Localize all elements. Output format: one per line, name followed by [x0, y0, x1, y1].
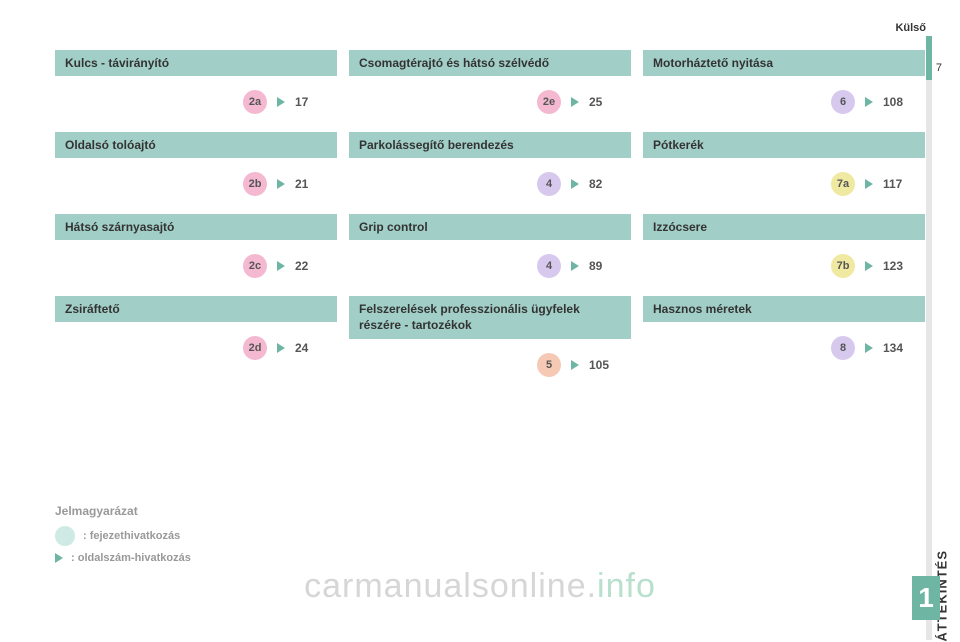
watermark-part1: carmanualsonline. [304, 567, 597, 605]
legend: Jelmagyarázat : fejezethivatkozás : olda… [55, 504, 191, 570]
chapter-badge: 6 [831, 90, 855, 114]
toc-card: Izzócsere 7b 123 [643, 214, 925, 278]
toc-card: Hasznos méretek 8 134 [643, 296, 925, 360]
arrow-icon [571, 360, 579, 370]
column: Motorháztető nyitása 6 108 Pótkerék 7a 117 Izz… [643, 50, 925, 395]
arrow-icon [865, 261, 873, 271]
toc-card: Hátsó szárnyasajtó 2c 22 [55, 214, 337, 278]
card-title: Csomagtérajtó és hátsó szélvédő [349, 50, 631, 76]
card-title: Oldalsó tolóajtó [55, 132, 337, 158]
chapter-number: 1 [912, 576, 940, 620]
arrow-icon [571, 179, 579, 189]
page-ref: 117 [883, 177, 911, 191]
chapter-badge: 7b [831, 254, 855, 278]
toc-card: Grip control 4 89 [349, 214, 631, 278]
page-ref: 123 [883, 259, 911, 273]
toc-card: Pótkerék 7a 117 [643, 132, 925, 196]
chapter-badge: 4 [537, 172, 561, 196]
arrow-icon [865, 179, 873, 189]
chapter-badge: 8 [831, 336, 855, 360]
arrow-icon [277, 343, 285, 353]
card-link-row: 7b 123 [643, 240, 925, 278]
column: Kulcs - távirányító2a17Oldalsó tolóajtó2… [55, 50, 337, 395]
card-title: Parkolássegítő berendezés [349, 132, 631, 158]
card-title: Izzócsere [643, 214, 925, 240]
chapter-badge: 2d [243, 336, 267, 360]
chapter-badge: 2c [243, 254, 267, 278]
arrow-icon [865, 343, 873, 353]
chapter-badge: 4 [537, 254, 561, 278]
legend-chapter-text: : fejezethivatkozás [83, 530, 180, 542]
card-link-row: 2c 22 [55, 240, 337, 278]
card-title: Hasznos méretek [643, 296, 925, 322]
chapter-badge: 2a [243, 90, 267, 114]
card-title: Kulcs - távirányító [55, 50, 337, 76]
page-ref: 105 [589, 358, 617, 372]
column: Csomagtérajtó és hátsó szélvédő 2e 25 Parko… [349, 50, 631, 395]
arrow-icon [277, 97, 285, 107]
legend-arrow-icon [55, 553, 63, 563]
toc-card: Oldalsó tolóajtó 2b 21 [55, 132, 337, 196]
card-link-row: 2d 24 [55, 322, 337, 360]
watermark: carmanualsonline.info [304, 567, 656, 606]
content-area: Kulcs - távirányító2a17Oldalsó tolóajtó2… [55, 50, 925, 395]
page-ref: 108 [883, 95, 911, 109]
toc-card: Zsiráftető 2d 24 [55, 296, 337, 360]
watermark-part2: info [597, 567, 656, 605]
page-ref: 82 [589, 177, 617, 191]
card-link-row: 7a 117 [643, 158, 925, 196]
card-link-row: 2b 21 [55, 158, 337, 196]
card-link-row: 8 134 [643, 322, 925, 360]
card-title: Motorháztető nyitása [643, 50, 925, 76]
page-ref: 24 [295, 341, 323, 355]
card-link-row: 4 89 [349, 240, 631, 278]
arrow-icon [571, 261, 579, 271]
card-link-row: 4 82 [349, 158, 631, 196]
page-ref: 25 [589, 95, 617, 109]
legend-title: Jelmagyarázat [55, 504, 191, 518]
card-title: Zsiráftető [55, 296, 337, 322]
card-link-row: 6 108 [643, 76, 925, 114]
chapter-badge: 2e [537, 90, 561, 114]
arrow-icon [571, 97, 579, 107]
page-ref: 21 [295, 177, 323, 191]
toc-card: Kulcs - távirányító 2a 17 [55, 50, 337, 114]
chapter-badge: 7a [831, 172, 855, 196]
card-link-row: 2a 17 [55, 76, 337, 114]
card-title: Hátsó szárnyasajtó [55, 214, 337, 240]
sidebar-strip [926, 80, 932, 640]
page-number: 7 [936, 62, 942, 74]
toc-card: Parkolássegítő berendezés 4 82 [349, 132, 631, 196]
toc-card: Motorháztető nyitása 6 108 [643, 50, 925, 114]
arrow-icon [277, 261, 285, 271]
toc-card: Felszerelések professzionális ügyfelek r… [349, 296, 631, 377]
card-link-row: 5 105 [349, 339, 631, 377]
page-ref: 17 [295, 95, 323, 109]
legend-page-text: : oldalszám-hivatkozás [71, 552, 191, 564]
card-link-row: 2e 25 [349, 76, 631, 114]
page-ref: 22 [295, 259, 323, 273]
card-title: Grip control [349, 214, 631, 240]
chapter-badge: 2b [243, 172, 267, 196]
section-header: Külső [895, 22, 926, 34]
chapter-badge: 5 [537, 353, 561, 377]
toc-card: Csomagtérajtó és hátsó szélvédő 2e 25 [349, 50, 631, 114]
arrow-icon [865, 97, 873, 107]
page-ref: 89 [589, 259, 617, 273]
card-title: Felszerelések professzionális ügyfelek r… [349, 296, 631, 339]
arrow-icon [277, 179, 285, 189]
legend-circle-icon [55, 526, 75, 546]
card-title: Pótkerék [643, 132, 925, 158]
page-ref: 134 [883, 341, 911, 355]
accent-bar [926, 36, 932, 80]
